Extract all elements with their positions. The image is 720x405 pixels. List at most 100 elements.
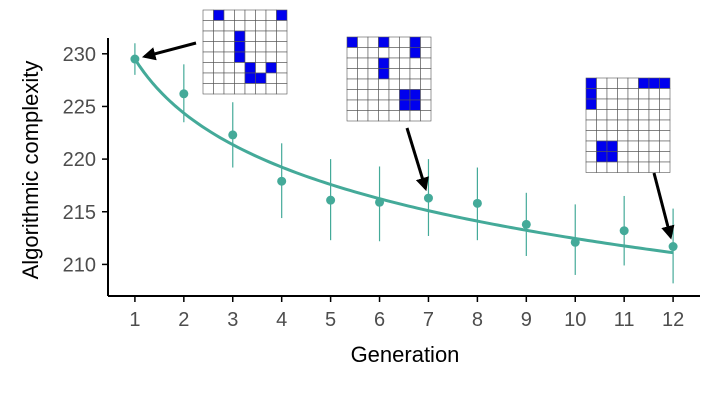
pattern-cell-filled — [409, 47, 421, 59]
pattern-cell — [357, 99, 369, 111]
pattern-cell — [357, 68, 369, 80]
x-tick-label: 9 — [521, 309, 532, 331]
pattern-cell-filled — [399, 89, 411, 101]
data-point — [228, 130, 238, 140]
pattern-cell — [255, 51, 267, 63]
data-point — [472, 198, 482, 208]
pattern-cell — [648, 119, 660, 131]
x-tick-label: 7 — [423, 309, 434, 331]
pattern-cell — [617, 109, 629, 121]
x-tick-label: 1 — [129, 309, 140, 331]
pattern-cell — [244, 30, 256, 42]
pattern-cell — [346, 99, 358, 111]
pattern-cell — [234, 72, 246, 84]
pattern-cell — [399, 68, 411, 80]
pattern-cell — [255, 30, 267, 42]
pattern-cell — [265, 83, 277, 95]
pattern-cell-filled — [606, 140, 618, 152]
pattern-cell — [648, 130, 660, 142]
pattern-cell — [638, 119, 650, 131]
pattern-cell — [388, 89, 400, 101]
pattern-cell — [255, 41, 267, 53]
pattern-cell-filled — [234, 30, 246, 42]
pattern-cell — [223, 51, 235, 63]
pattern-cell — [244, 51, 256, 63]
pattern-cell — [596, 130, 608, 142]
pattern-cell — [627, 98, 639, 110]
pattern-cell — [388, 99, 400, 111]
pattern-cell — [638, 130, 650, 142]
pattern-generation-12 — [585, 77, 671, 173]
pattern-cell — [617, 130, 629, 142]
pattern-cell-filled — [244, 72, 256, 84]
pattern-cell — [223, 41, 235, 53]
pattern-cell — [265, 20, 277, 32]
pattern-cell — [606, 119, 618, 131]
x-axis-title: Generation — [351, 342, 460, 367]
y-tick-label: 210 — [63, 254, 96, 276]
pattern-cell — [276, 20, 288, 32]
pattern-cell — [399, 78, 411, 90]
pattern-cell — [585, 119, 597, 131]
pattern-cell — [606, 161, 618, 173]
pattern-cell — [276, 51, 288, 63]
pattern-cell — [617, 161, 629, 173]
pattern-cell — [265, 30, 277, 42]
pattern-cell — [638, 140, 650, 152]
pattern-cell — [409, 57, 421, 69]
pattern-cell — [255, 20, 267, 32]
pattern-cell — [606, 98, 618, 110]
pattern-cell — [638, 109, 650, 121]
pattern-cell — [617, 88, 629, 100]
pattern-cell-filled — [255, 72, 267, 84]
pattern-cell — [276, 30, 288, 42]
y-tick-label: 230 — [63, 44, 96, 66]
pattern-cell — [388, 110, 400, 122]
pattern-cell-filled — [409, 36, 421, 48]
pattern-cell — [244, 83, 256, 95]
pattern-cell — [420, 110, 432, 122]
fit-curve — [133, 58, 674, 255]
pattern-cell — [606, 88, 618, 100]
pattern-cell — [399, 36, 411, 48]
pattern-cell — [596, 98, 608, 110]
pattern-cell — [223, 62, 235, 74]
x-tick-label: 4 — [276, 309, 287, 331]
y-axis-title: Algorithmic complexity — [18, 61, 43, 280]
pattern-cell — [276, 72, 288, 84]
pattern-generation-1 — [202, 9, 288, 95]
pattern-cell — [648, 140, 660, 152]
pattern-cell-filled — [399, 99, 411, 111]
y-axis-ticks: 210 215 220 225 230 — [63, 44, 108, 276]
pattern-cell — [585, 130, 597, 142]
pattern-cell — [388, 78, 400, 90]
pattern-cell — [255, 83, 267, 95]
pattern-cell-filled — [378, 57, 390, 69]
pattern-cell — [585, 161, 597, 173]
data-point — [179, 89, 189, 99]
pattern-cell — [367, 99, 379, 111]
pattern-cell — [388, 36, 400, 48]
pattern-cell — [627, 151, 639, 163]
pattern-cell — [606, 77, 618, 89]
pattern-cell — [378, 89, 390, 101]
pattern-cell — [213, 83, 225, 95]
pattern-cell — [648, 98, 660, 110]
data-points — [130, 54, 678, 252]
data-point — [668, 242, 678, 252]
pattern-cell-filled — [585, 98, 597, 110]
pattern-cell — [420, 99, 432, 111]
pattern-cell — [596, 109, 608, 121]
pattern-cell — [346, 89, 358, 101]
pattern-cell — [420, 68, 432, 80]
pattern-cell — [627, 140, 639, 152]
pattern-cell — [388, 57, 400, 69]
pattern-cell — [202, 30, 214, 42]
pattern-cell — [276, 62, 288, 74]
pattern-cell — [648, 109, 660, 121]
x-tick-label: 5 — [325, 309, 336, 331]
pattern-cell — [378, 78, 390, 90]
pattern-cell — [276, 41, 288, 53]
x-tick-label: 2 — [178, 309, 189, 331]
pattern-cell — [627, 119, 639, 131]
